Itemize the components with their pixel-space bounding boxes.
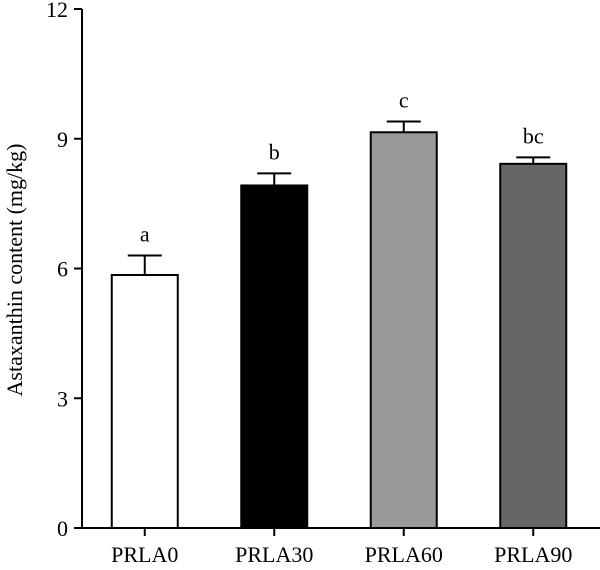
significance-label-2: c [399, 87, 409, 112]
y-tick-label-3: 9 [57, 127, 68, 152]
bar-prla60 [369, 131, 438, 529]
y-tick-label-4: 12 [46, 0, 68, 22]
y-tick-label-2: 6 [57, 257, 68, 282]
y-tick-label-1: 3 [57, 386, 68, 411]
significance-label-0: a [140, 222, 150, 247]
chart-bars [110, 120, 568, 530]
significance-label-1: b [269, 139, 280, 164]
bar-prla90 [499, 162, 568, 530]
significance-label-3: bc [523, 123, 544, 148]
y-tick-label-0: 0 [57, 516, 68, 541]
chart-labels: 0 3 6 9 12 PRLA0 a PRLA30 b PRLA60 c PRLA90 bc [46, 0, 572, 567]
y-axis-title: Astaxanthin content (mg/kg) [2, 144, 27, 397]
x-tick-label-1: PRLA30 [235, 542, 313, 567]
x-tick-label-2: PRLA60 [365, 542, 443, 567]
x-tick-label-3: PRLA90 [494, 542, 572, 567]
x-tick-label-0: PRLA0 [111, 542, 178, 567]
bar-prla0 [110, 273, 179, 529]
bar-prla30 [240, 184, 309, 530]
